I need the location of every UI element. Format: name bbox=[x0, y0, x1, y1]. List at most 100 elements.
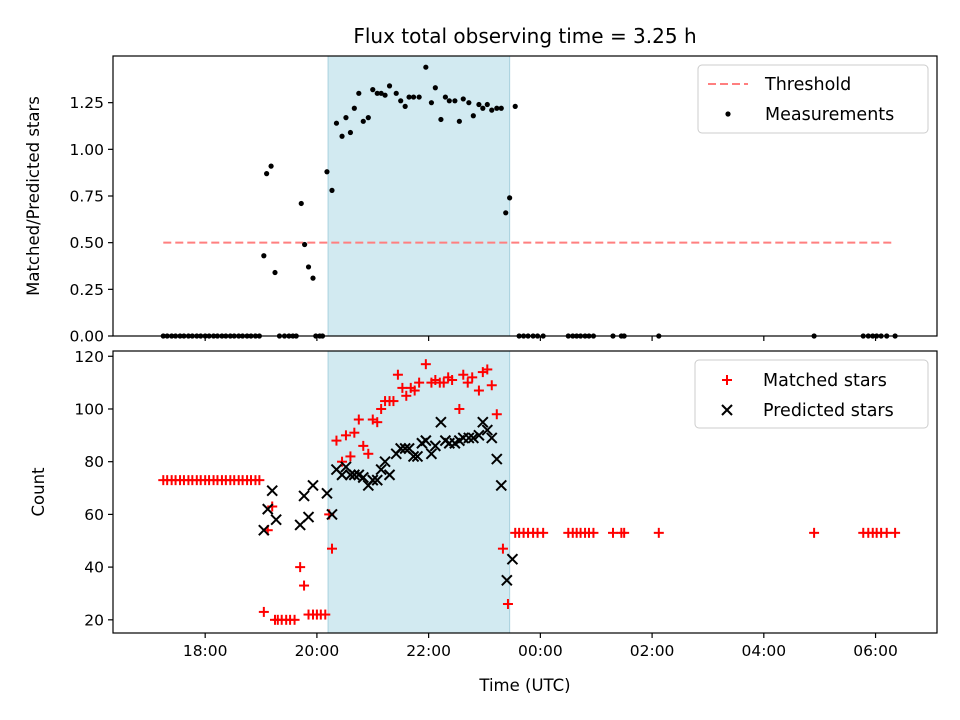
measurement-point bbox=[298, 200, 304, 207]
predicted-star-point bbox=[379, 455, 391, 468]
matched-star-point bbox=[809, 527, 820, 538]
matched-star-point bbox=[482, 364, 493, 375]
matched-star-point bbox=[326, 543, 337, 554]
matched-star-point bbox=[320, 609, 331, 620]
predicted-star-point bbox=[357, 471, 369, 484]
x-tick-label: 00:00 bbox=[518, 642, 563, 660]
matched-star-point bbox=[409, 385, 420, 396]
chart-title: Flux total observing time = 3.25 h bbox=[353, 24, 696, 48]
matched-star-point bbox=[340, 430, 351, 441]
predicted-star-point bbox=[383, 469, 396, 481]
observing-window-shade bbox=[327, 350, 511, 634]
predicted-star-point bbox=[302, 511, 315, 523]
predicted-star-point bbox=[348, 469, 361, 481]
measurement-point bbox=[416, 94, 422, 100]
legend-box bbox=[697, 64, 929, 134]
predicted-star-point bbox=[501, 574, 513, 586]
matched-star-point bbox=[414, 377, 425, 388]
predicted-star-point bbox=[375, 463, 387, 476]
measurement-legend-label: Measurements bbox=[765, 105, 894, 125]
measurement-point bbox=[264, 171, 270, 177]
matched-star-point bbox=[538, 527, 549, 538]
predicted-star-point bbox=[467, 432, 480, 444]
measurement-point bbox=[484, 101, 490, 108]
measurement-point bbox=[329, 187, 335, 193]
predicted-star-point bbox=[298, 490, 310, 502]
measurement-point bbox=[410, 94, 417, 100]
measurement-point bbox=[446, 98, 452, 104]
matched-star-point bbox=[392, 369, 403, 380]
predicted-star-point bbox=[371, 474, 383, 486]
predicted-star-point bbox=[429, 440, 442, 452]
matched-star-point bbox=[486, 380, 497, 391]
measurement-point bbox=[423, 64, 429, 70]
threshold-legend-label: Threshold bbox=[764, 75, 851, 95]
matched-star-point bbox=[331, 435, 342, 446]
y-tick-label: 1.00 bbox=[69, 141, 104, 159]
predicted-star-point bbox=[435, 416, 447, 428]
measurement-point bbox=[476, 101, 482, 108]
matched-star-point bbox=[289, 614, 300, 625]
x-tick-label: 18:00 bbox=[183, 642, 228, 660]
predicted-star-point bbox=[481, 424, 493, 436]
y-tick-label: 1.25 bbox=[69, 94, 104, 112]
x-tick-label: 06:00 bbox=[853, 642, 898, 660]
measurement-point bbox=[503, 210, 509, 216]
predicted-star-point bbox=[394, 442, 407, 455]
matched-star-point bbox=[607, 527, 618, 538]
ratio-legend: Threshold Measurements bbox=[697, 64, 929, 134]
y-tick-label: 0.25 bbox=[69, 281, 104, 299]
matched-star-point bbox=[438, 377, 449, 388]
predicted-star-point bbox=[266, 484, 278, 497]
measurement-point bbox=[343, 115, 349, 121]
measurement-point bbox=[386, 83, 393, 89]
y-tick-label: 0.00 bbox=[69, 328, 104, 346]
matched-star-point bbox=[258, 606, 269, 617]
predicted-star-point bbox=[344, 469, 357, 481]
y-tick-label: 0.75 bbox=[69, 188, 104, 206]
measurement-point bbox=[360, 118, 366, 124]
measurement-point bbox=[402, 103, 408, 109]
measurement-point bbox=[261, 253, 267, 259]
matched-star-point bbox=[299, 580, 310, 591]
measurement-point bbox=[393, 90, 399, 96]
measurement-point bbox=[456, 118, 462, 124]
y-tick-label: 120 bbox=[74, 348, 104, 366]
predicted-legend-label: Predicted stars bbox=[763, 401, 894, 421]
measurement-point bbox=[356, 90, 362, 96]
measurement-point bbox=[370, 87, 376, 93]
measurement-point bbox=[347, 129, 354, 136]
predicted-star-point bbox=[258, 524, 270, 536]
measurement-point bbox=[470, 113, 476, 119]
matched-legend-swatch bbox=[722, 375, 732, 385]
matched-star-point bbox=[890, 527, 901, 538]
predicted-star-point bbox=[506, 553, 519, 565]
matched-star-point bbox=[462, 377, 473, 388]
matched-star-point bbox=[349, 427, 360, 438]
matched-star-point bbox=[295, 562, 306, 573]
count-panel-frame bbox=[112, 350, 938, 634]
predicted-star-point bbox=[407, 450, 420, 463]
predicted-star-point bbox=[411, 450, 424, 463]
predicted-star-point bbox=[270, 513, 282, 526]
predicted-star-point bbox=[425, 448, 438, 460]
predicted-star-point bbox=[477, 416, 489, 428]
matched-star-point bbox=[473, 385, 484, 396]
measurement-point bbox=[452, 98, 458, 104]
predicted-star-point bbox=[420, 434, 432, 447]
measurement-point bbox=[324, 169, 330, 175]
matched-star-point bbox=[363, 448, 374, 459]
matched-star-point bbox=[491, 409, 502, 420]
measurement-point bbox=[310, 275, 316, 281]
matched-star-point bbox=[267, 501, 278, 512]
measurement-point bbox=[302, 241, 308, 248]
x-tick-label: 02:00 bbox=[630, 642, 675, 660]
measurement-point bbox=[378, 90, 384, 96]
measurement-point bbox=[272, 269, 278, 276]
matched-star-point bbox=[619, 527, 630, 538]
predicted-star-point bbox=[321, 487, 333, 500]
legend-box bbox=[694, 359, 929, 429]
x-axis-label: Time (UTC) bbox=[478, 676, 570, 695]
matched-star-point bbox=[372, 417, 383, 428]
predicted-star-point bbox=[486, 432, 498, 444]
